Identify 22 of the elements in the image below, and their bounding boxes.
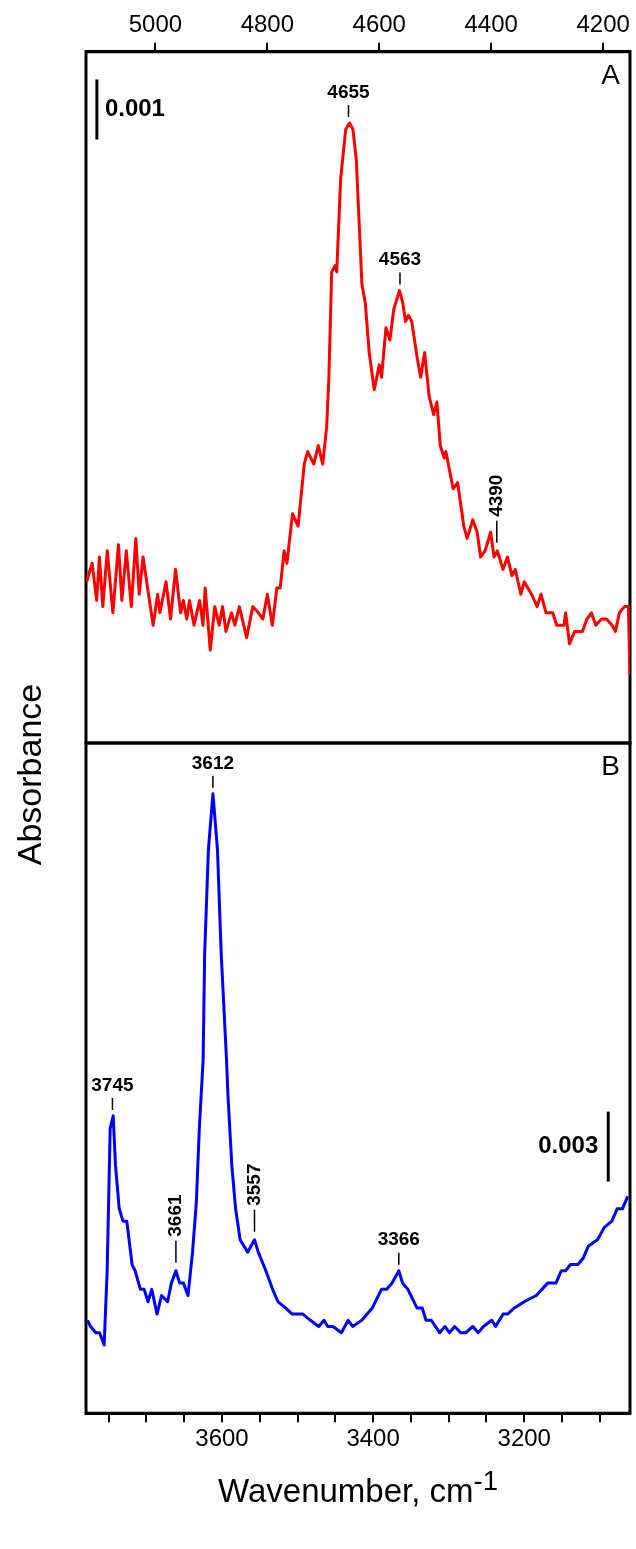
x-tick-label: 4600	[352, 10, 406, 38]
x-tick-label: 3200	[497, 1424, 551, 1452]
annotation: 3366	[377, 1228, 420, 1250]
annotation: 0.003	[538, 1131, 599, 1159]
text: 0.001	[104, 94, 165, 122]
x-tick-label: 4800	[240, 10, 295, 38]
x-tick-label: 3600	[195, 1424, 249, 1452]
x-tick-label: 5000	[128, 10, 183, 38]
annotation: 3661	[164, 1194, 186, 1237]
annotation: 3745	[91, 1073, 134, 1095]
x-tick-label: 4400	[464, 10, 518, 38]
x-tick-label: 4200	[576, 10, 630, 38]
y-axis-title: Absorbance	[10, 683, 50, 866]
text: A	[601, 58, 621, 90]
text: B	[601, 749, 620, 781]
annotation: 4390	[485, 474, 507, 517]
annotation: 4655	[327, 80, 371, 102]
annotation: 4563	[378, 248, 422, 270]
x-axis-title: Wavenumber, cm$^{-1}$	[217, 1465, 499, 1510]
x-tick-label: 3400	[346, 1424, 400, 1452]
annotation: 3557	[242, 1163, 264, 1206]
annotation: 3612	[191, 751, 235, 773]
